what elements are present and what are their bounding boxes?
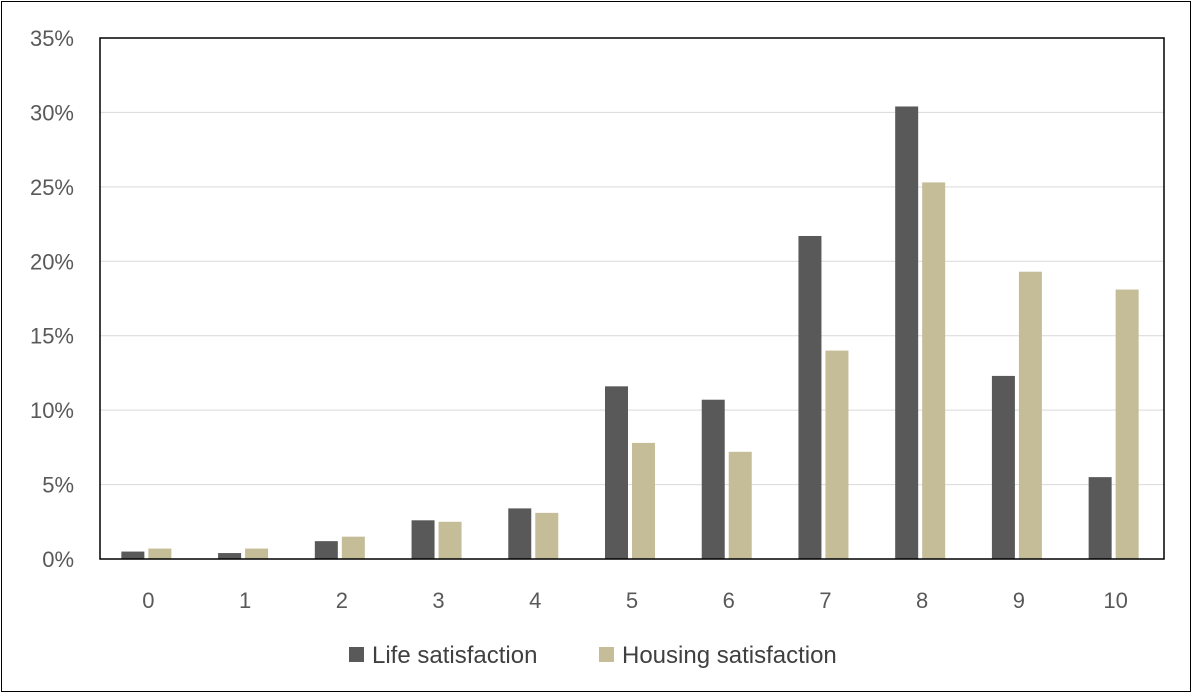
x-tick-label: 6 [723,588,735,613]
bar-life-5 [605,386,628,559]
x-tick-label: 4 [529,588,541,613]
bar-housing-1 [245,548,269,559]
legend-swatch [599,647,614,662]
y-axis-tick-labels: 0% 5% 10% 15% 20% 25% 30% 35% [30,26,74,572]
y-tick-label: 0% [42,547,74,572]
x-tick-label: 3 [432,588,444,613]
x-tick-label: 2 [336,588,348,613]
y-tick-label: 15% [30,324,74,349]
grid-layer [100,111,1164,486]
bar-life-8 [895,106,919,559]
y-tick-label: 25% [30,175,74,200]
bar-housing-0 [148,548,172,559]
bars-layer [121,106,1139,560]
bar-housing-6 [728,451,752,559]
bar-life-6 [701,399,725,559]
y-tick-label: 20% [30,249,74,274]
x-tick-label: 7 [819,588,831,613]
bar-housing-4 [535,512,559,559]
bar-life-4 [508,508,532,559]
bar-housing-3 [438,521,462,559]
x-axis-tick-labels: 0 1 2 3 4 5 6 7 8 9 10 [142,588,1128,613]
bar-housing-7 [825,350,849,559]
bar-life-7 [798,235,822,560]
x-tick-label: 5 [626,588,638,613]
legend-label: Housing satisfaction [622,642,837,669]
bar-life-10 [1088,477,1112,559]
bar-housing-9 [1018,271,1042,559]
bar-life-0 [121,551,145,559]
x-tick-label: 8 [916,588,928,613]
y-tick-label: 30% [30,100,74,125]
x-tick-label: 0 [142,588,154,613]
bar-housing-8 [922,182,946,559]
y-tick-label: 35% [30,26,74,51]
plot-area-frame [99,37,1165,560]
bar-life-2 [314,541,338,559]
x-tick-label: 1 [239,588,251,613]
y-tick-label: 5% [42,473,74,498]
x-tick-label: 9 [1013,588,1025,613]
bar-life-9 [991,375,1015,559]
bar-housing-5 [632,442,655,559]
bar-housing-10 [1115,289,1139,559]
bar-life-1 [218,553,242,559]
y-tick-label: 10% [30,398,74,423]
legend-label: Life satisfaction [372,642,537,669]
legend-swatch [349,647,364,662]
x-tick-label: 10 [1103,588,1127,613]
bar-housing-2 [341,536,365,559]
legend: Life satisfaction Housing satisfaction [349,642,837,669]
bar-life-3 [411,520,435,559]
